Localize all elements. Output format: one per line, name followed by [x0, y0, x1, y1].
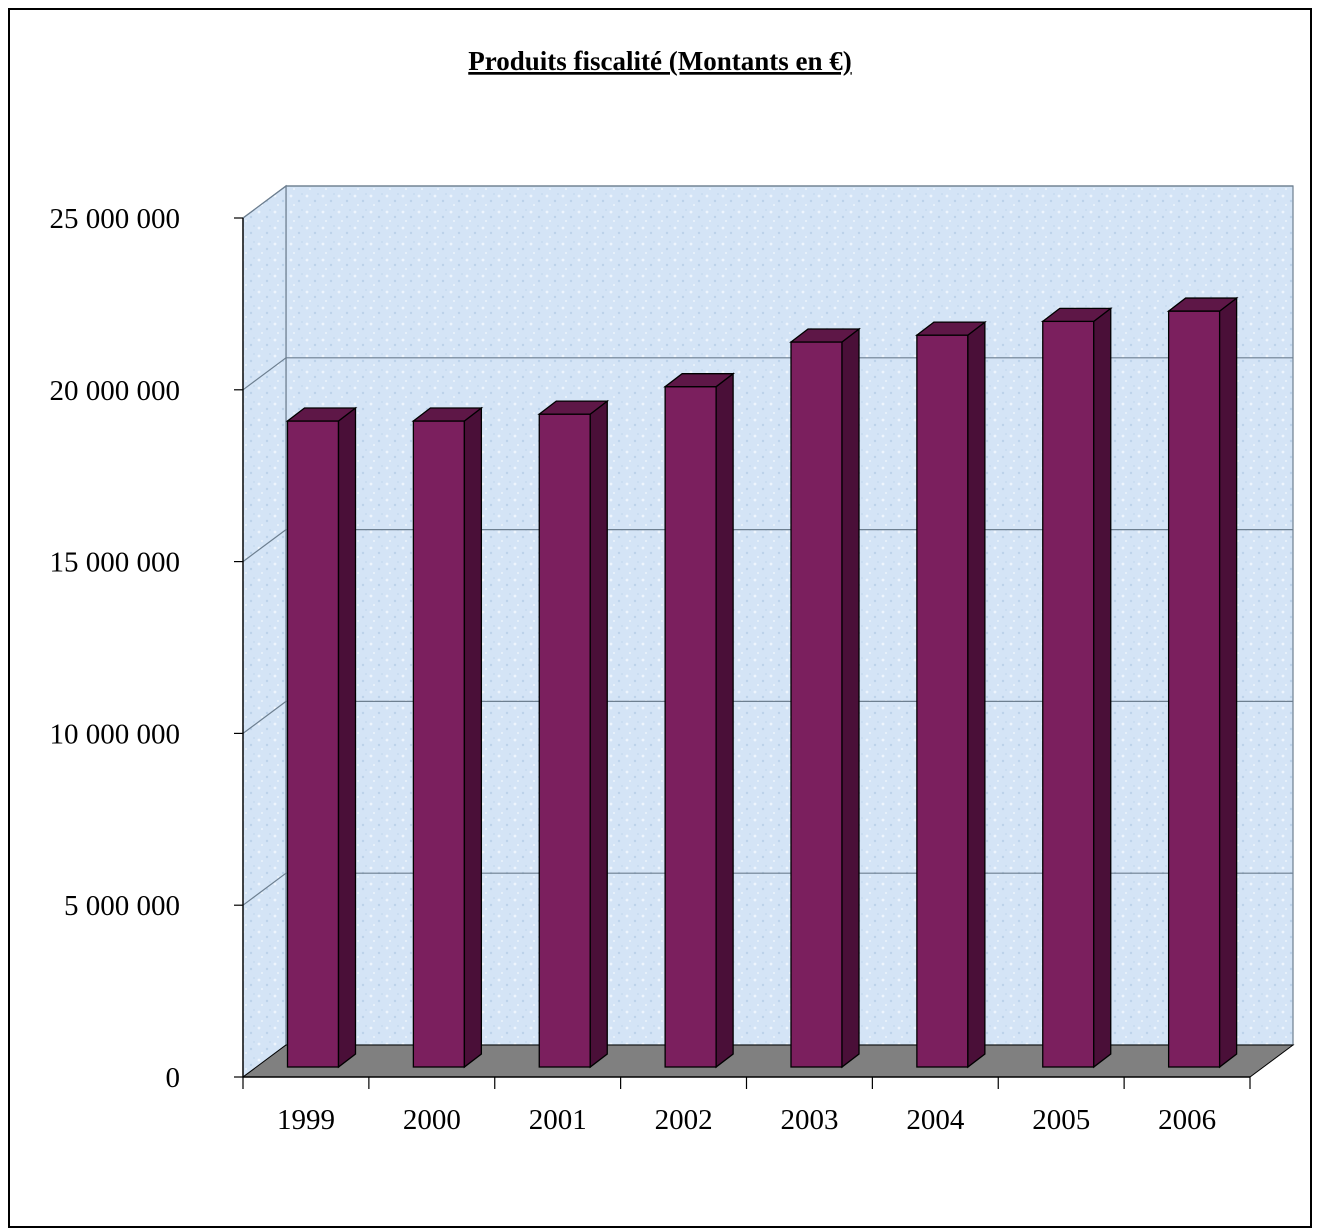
bar-front: [286, 420, 340, 1068]
bar-1999: [285, 406, 358, 1069]
bar-top: [1166, 297, 1239, 312]
bar-top: [914, 321, 987, 336]
bar-top: [789, 328, 861, 343]
bar-2003: [789, 327, 861, 1069]
bar-side: [589, 399, 608, 1069]
y-tick-label: 15 000 000: [50, 547, 181, 579]
y-tick-label: 20 000 000: [50, 375, 181, 407]
bar-2000: [411, 406, 484, 1069]
x-tick-label: 2004: [906, 1104, 965, 1136]
x-tick-label: 2006: [1158, 1104, 1216, 1136]
x-tick-label: 2002: [655, 1104, 713, 1136]
bar-side: [715, 372, 734, 1069]
bar-2006: [1166, 296, 1239, 1069]
bar-front: [664, 386, 717, 1068]
bar-top: [411, 407, 484, 422]
chart-floor: [241, 1044, 1295, 1078]
bar-side: [1218, 296, 1238, 1069]
y-tick-label: 5 000 000: [64, 890, 180, 922]
x-tick-label: 1999: [277, 1104, 335, 1136]
x-tick-label: 2005: [1032, 1104, 1090, 1136]
bar-top: [537, 400, 610, 415]
bar-front: [916, 334, 969, 1068]
x-tick-label: 2001: [529, 1104, 587, 1136]
y-tick-label: 25 000 000: [50, 203, 181, 235]
bar-front: [1167, 310, 1221, 1068]
gridline: [242, 185, 1293, 219]
bar-top: [663, 373, 736, 388]
bar-top: [1040, 307, 1113, 323]
bar-side: [967, 320, 986, 1069]
y-tick-label: 0: [166, 1062, 181, 1094]
bar-front: [790, 341, 843, 1068]
bar-side: [463, 406, 483, 1069]
bar-2002: [663, 372, 736, 1069]
side-wall: [242, 184, 287, 1079]
bar-side: [841, 327, 860, 1069]
x-tick-label: 2003: [780, 1104, 838, 1136]
bar-top: [285, 407, 358, 422]
bar-2001: [537, 399, 610, 1069]
bar-side: [1093, 307, 1112, 1069]
bar-side: [337, 406, 357, 1069]
bar-front: [412, 420, 466, 1068]
bar-front: [538, 413, 591, 1068]
bar-2005: [1040, 307, 1113, 1069]
bar-front: [1042, 320, 1095, 1068]
x-tick-label: 2000: [403, 1104, 461, 1136]
bar-2004: [914, 320, 987, 1069]
chart-title: Produits fiscalité (Montants en €): [468, 46, 851, 76]
y-tick-label: 10 000 000: [50, 718, 181, 750]
